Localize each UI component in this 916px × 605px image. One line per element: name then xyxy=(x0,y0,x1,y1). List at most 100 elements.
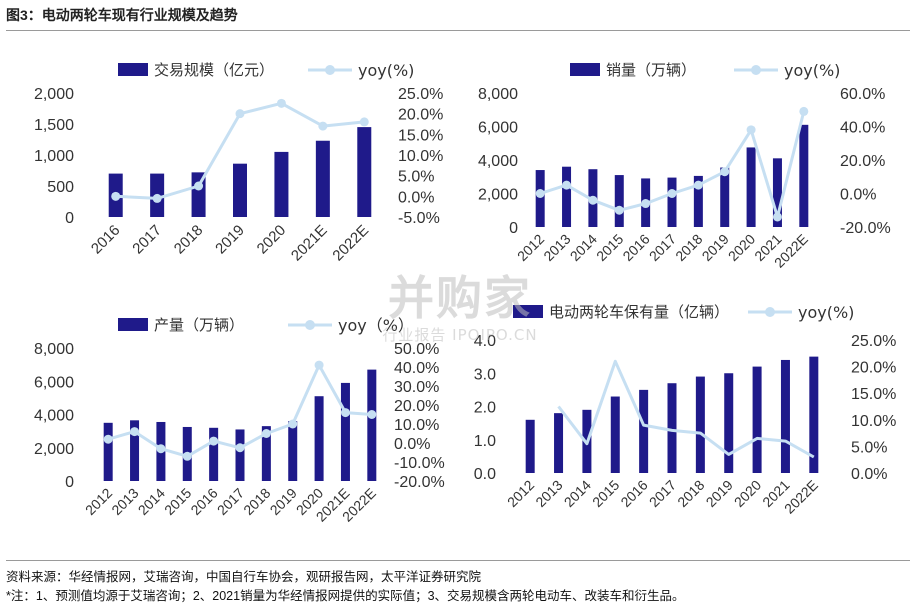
yoy-point xyxy=(182,451,192,461)
legend: 产量（万辆） yoy（%） xyxy=(118,316,414,335)
bar xyxy=(315,140,330,217)
yoy-point xyxy=(318,121,328,131)
bar xyxy=(772,158,782,227)
yoy-point xyxy=(276,98,286,108)
x-axis-tick-label: 2015 xyxy=(593,231,626,264)
bar xyxy=(693,175,703,227)
footnote: *注：1、预测值均源于艾瑞咨询；2、2021销量为华经情报网提供的实际值；3、交… xyxy=(6,589,685,603)
bar xyxy=(274,151,289,217)
yoy-point xyxy=(667,189,677,198)
bar xyxy=(610,396,620,473)
bar xyxy=(809,356,819,473)
right-axis-tick-label: 10.0% xyxy=(398,148,443,165)
right-axis-tick-label: 60.0% xyxy=(840,86,885,103)
legend-bar-label: 电动两轮车保有量（亿辆） xyxy=(549,303,729,321)
x-axis-tick-label: 2020 xyxy=(254,222,290,258)
left-axis-tick-label: 2,000 xyxy=(34,86,74,103)
bar xyxy=(261,426,271,481)
x-axis-tick-label: 2016 xyxy=(88,222,124,258)
x-axis-tick-label: 2019 xyxy=(703,477,736,510)
right-axis-tick-label: 15.0% xyxy=(398,127,443,144)
x-axis-tick-label: 2014 xyxy=(567,231,600,264)
bar xyxy=(340,382,350,481)
legend-line-label: yoy(%) xyxy=(784,61,840,80)
x-axis-tick-label: 2017 xyxy=(646,231,679,264)
legend-bar-swatch xyxy=(118,318,148,331)
bar xyxy=(667,177,677,227)
right-axis-tick-label: 0.0% xyxy=(398,189,434,206)
right-axis-tick-label: 10.0% xyxy=(394,417,439,434)
legend-line-label: yoy(%) xyxy=(798,303,854,322)
bar xyxy=(720,167,730,227)
right-axis-tick-label: 20.0% xyxy=(851,360,896,377)
left-axis-tick-label: 500 xyxy=(47,179,74,196)
left-axis-tick-label: 2,000 xyxy=(478,187,518,204)
x-axis-tick-label: 2017 xyxy=(214,485,247,518)
left-axis-tick-label: 0 xyxy=(65,474,74,491)
yoy-point xyxy=(535,189,545,198)
bar xyxy=(233,163,247,217)
right-axis-tick-label: -5.0% xyxy=(398,210,440,227)
bar xyxy=(554,413,564,473)
legend-bar-swatch xyxy=(118,63,148,76)
yoy-point xyxy=(340,408,350,418)
bar xyxy=(639,389,649,473)
right-axis-tick-label: 0.0% xyxy=(840,187,876,204)
right-axis-tick-label: 20.0% xyxy=(398,107,443,124)
x-axis-tick-label: 2014 xyxy=(135,485,168,518)
right-axis-tick-label: -20.0% xyxy=(840,220,891,237)
right-axis-tick-label: 40.0% xyxy=(394,360,439,377)
yoy-point xyxy=(103,434,113,444)
left-axis-tick-label: 6,000 xyxy=(34,374,74,391)
ownership-chart: 电动两轮车保有量（亿辆） yoy(%) 0.0 1.0 2.0 3.0 4.0 0.0% 5.0… xyxy=(474,303,897,517)
right-axis-tick-label: -10.0% xyxy=(394,455,445,472)
x-axis-tick-label: 2014 xyxy=(561,477,594,510)
legend-bar-swatch xyxy=(570,63,600,76)
x-axis-tick-label: 2017 xyxy=(129,222,165,258)
bar xyxy=(314,396,324,481)
left-axis-tick-label: 8,000 xyxy=(34,341,74,358)
bar xyxy=(695,376,705,473)
x-axis-tick-label: 2013 xyxy=(540,231,573,264)
bar xyxy=(799,124,809,227)
right-axis-tick-label: 10.0% xyxy=(851,413,896,430)
left-axis-tick-label: 0 xyxy=(65,210,74,227)
right-axis-tick-label: 40.0% xyxy=(840,120,885,137)
x-axis-tick-label: 2020 xyxy=(725,231,758,264)
right-axis-tick-label: -20.0% xyxy=(394,474,445,491)
right-axis-tick-label: 5.0% xyxy=(398,169,434,186)
legend-bar-swatch xyxy=(513,305,543,318)
left-axis-tick-label: 1,000 xyxy=(34,148,74,165)
yoy-point xyxy=(235,109,245,119)
x-axis-tick-label: 2013 xyxy=(108,485,141,518)
legend: 电动两轮车保有量（亿辆） yoy(%) xyxy=(513,303,854,322)
x-axis-tick-label: 2015 xyxy=(589,477,622,510)
x-axis-tick-label: 2021E xyxy=(288,222,331,265)
yoy-point xyxy=(261,429,271,438)
left-axis-tick-label: 8,000 xyxy=(478,86,518,103)
x-axis-tick-label: 2019 xyxy=(212,222,248,258)
yoy-point xyxy=(367,410,377,419)
right-axis-tick-label: 5.0% xyxy=(851,439,887,456)
yoy-point xyxy=(799,106,809,116)
left-axis-tick-label: 4,000 xyxy=(34,408,74,425)
yoy-point xyxy=(588,195,598,205)
legend-bar-label: 交易规模（亿元） xyxy=(154,61,274,79)
bar xyxy=(746,147,756,227)
legend-line-marker xyxy=(305,320,315,330)
right-axis-tick-label: 30.0% xyxy=(394,379,439,396)
legend-line-label: yoy(%) xyxy=(358,61,414,80)
x-axis-tick-label: 2016 xyxy=(617,477,650,510)
bottom-divider xyxy=(6,560,910,561)
x-axis-tick-label: 2020 xyxy=(731,477,764,510)
source-note: 资料来源：华经情报网，艾瑞咨询，中国自行车协会，观研报告网，太平洋证券研究院 xyxy=(6,570,482,584)
bar xyxy=(288,421,298,481)
right-axis-tick-label: 0.0% xyxy=(394,436,430,453)
bar xyxy=(367,369,377,481)
trade-volume-chart: 交易规模（亿元） yoy(%) 0 500 1,000 1,500 2,000 -5.0% 0.… xyxy=(34,61,443,265)
top-divider xyxy=(6,30,910,31)
bar xyxy=(357,127,372,217)
right-axis-tick-label: 0.0% xyxy=(851,466,887,483)
yoy-point xyxy=(209,436,219,446)
legend-bar-label: 产量（万辆） xyxy=(154,316,244,334)
